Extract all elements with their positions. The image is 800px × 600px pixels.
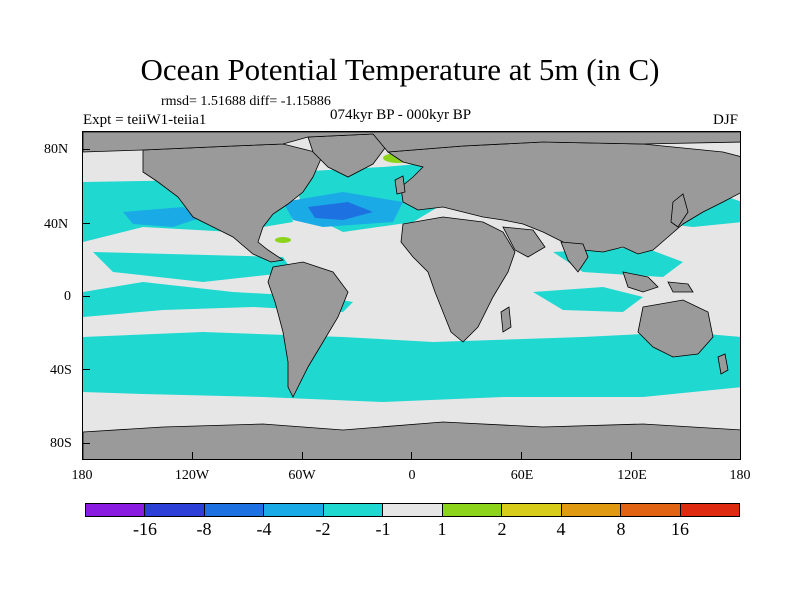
- arctic-land: [83, 132, 740, 153]
- africa: [400, 216, 516, 343]
- colorbar-box: [502, 504, 562, 516]
- colorbar-box: [264, 504, 324, 516]
- colorbar-label: -2: [315, 519, 331, 539]
- land-masses: [83, 132, 740, 459]
- season-label: DJF: [712, 112, 738, 128]
- indonesia: [622, 271, 659, 293]
- colorbar-label: -4: [256, 519, 272, 539]
- south-america: [267, 261, 349, 398]
- x-tick-mark: [521, 452, 522, 460]
- y-tick-mark: [82, 149, 90, 150]
- india: [560, 241, 589, 273]
- japan: [670, 193, 689, 228]
- british-isles: [394, 175, 406, 195]
- x-tick-label: 0: [408, 468, 416, 483]
- x-tick-label: 60W: [288, 468, 316, 483]
- eurasia: [386, 141, 740, 255]
- x-tick-label: 120W: [174, 468, 210, 483]
- y-tick-mark: [82, 443, 90, 444]
- y-tick-mark: [82, 296, 90, 297]
- y-tick-label: 80N: [44, 142, 69, 157]
- colorbar-box: [561, 504, 622, 516]
- colorbar-label: 1: [437, 519, 447, 539]
- colorbar-label: 4: [556, 519, 566, 539]
- stats-text: rmsd= 1.51688 diff= -1.15886: [161, 94, 331, 109]
- colorbar-box: [204, 504, 265, 516]
- y-tick-label: 40N: [44, 217, 69, 232]
- colorbar-box: [442, 504, 503, 516]
- colorbar: [85, 503, 740, 517]
- period-label: 074kyr BP - 000kyr BP: [330, 107, 472, 123]
- x-tick-label: 180: [71, 468, 93, 483]
- x-tick-mark: [302, 452, 303, 460]
- australia: [637, 299, 714, 358]
- map-svg: [83, 132, 740, 459]
- colorbar-label: 8: [616, 519, 626, 539]
- x-tick-label: 180: [729, 468, 751, 483]
- colorbar-box: [323, 504, 384, 516]
- colorbar-box: [680, 504, 739, 516]
- colorbar-box: [621, 504, 681, 516]
- colorbar-box: [383, 504, 443, 516]
- antarctica: [83, 421, 740, 459]
- x-tick-label: 60E: [510, 468, 534, 483]
- y-tick-label: 0: [64, 289, 71, 304]
- colorbar-label: 2: [497, 519, 507, 539]
- north-america: [142, 143, 324, 263]
- madagascar: [500, 306, 512, 333]
- colorbar-label: -1: [375, 519, 391, 539]
- y-tick-label: 40S: [50, 363, 72, 378]
- colorbar-label: -16: [133, 519, 157, 539]
- map-plot-area: [82, 131, 741, 460]
- y-tick-mark: [82, 223, 90, 224]
- x-tick-label: 120E: [617, 468, 647, 483]
- map-title: Ocean Potential Temperature at 5m (in C): [140, 52, 660, 87]
- experiment-label: Expt = teiiW1-teiia1: [83, 112, 207, 128]
- y-tick-mark: [82, 369, 90, 370]
- colorbar-label: -8: [196, 519, 212, 539]
- colorbar-box: [86, 504, 146, 516]
- x-tick-mark: [411, 452, 412, 460]
- colorbar-box: [145, 504, 205, 516]
- x-tick-mark: [192, 452, 193, 460]
- y-tick-label: 80S: [50, 436, 72, 451]
- new-zealand: [717, 353, 729, 375]
- arabia: [502, 226, 546, 258]
- x-tick-mark: [631, 452, 632, 460]
- new-guinea: [667, 281, 694, 293]
- colorbar-label: 16: [671, 519, 689, 539]
